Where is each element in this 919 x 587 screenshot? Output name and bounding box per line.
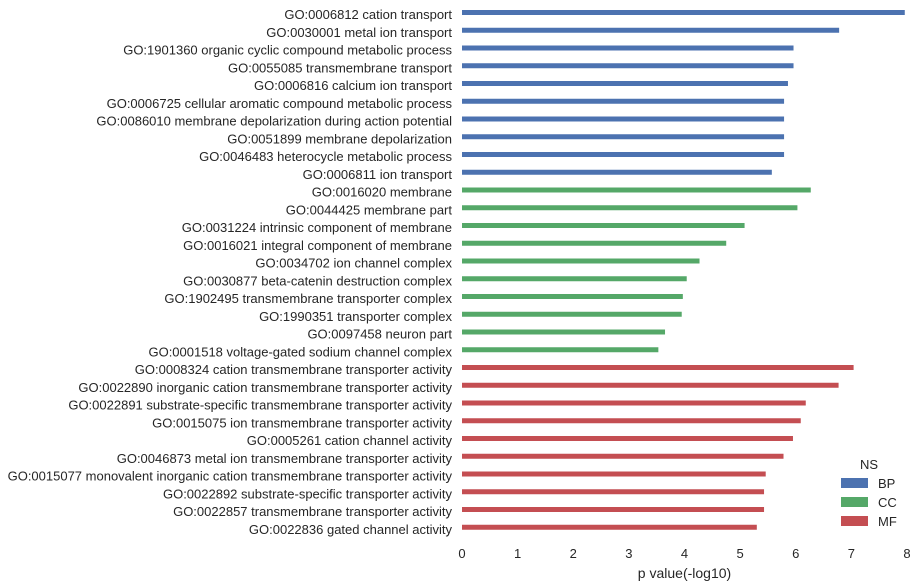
- bar-bp: [462, 63, 794, 69]
- y-tick-label: GO:0006811 ion transport: [303, 167, 453, 182]
- bar-mf: [462, 524, 757, 530]
- bar-bp: [462, 45, 794, 51]
- bar-cc: [462, 311, 682, 317]
- bar-mf: [462, 436, 793, 441]
- y-tick-label: GO:0097458 neuron part: [307, 327, 452, 342]
- bar-mf: [462, 453, 784, 459]
- y-tick-label: GO:0031224 intrinsic component of membra…: [182, 220, 452, 235]
- y-tick-label: GO:0016021 integral component of membran…: [183, 238, 452, 253]
- x-tick-labels: 0 1 2 3 4 5 6 7 8: [458, 546, 910, 561]
- bar-bp: [462, 10, 905, 15]
- y-tick-label: GO:0046873 metal ion transmembrane trans…: [117, 451, 453, 466]
- bar-cc: [462, 187, 811, 193]
- y-tick-label: GO:0015077 monovalent inorganic cation t…: [8, 469, 453, 484]
- bar-bp: [462, 169, 772, 175]
- y-tick-label: GO:0022836 gated channel activity: [249, 522, 453, 537]
- y-tick-label: GO:0016020 membrane: [312, 185, 452, 200]
- y-tick-label: GO:0008324 cation transmembrane transpor…: [135, 362, 453, 377]
- x-axis-label: p value(-log10): [638, 565, 731, 581]
- legend-swatch-mf: [841, 516, 868, 526]
- y-tick-label: GO:0030001 metal ion transport: [266, 25, 452, 40]
- y-tick-label: GO:0022892 substrate-specific transporte…: [163, 486, 453, 501]
- bar-bp: [462, 27, 840, 33]
- y-tick-label: GO:0022891 substrate-specific transmembr…: [68, 398, 452, 413]
- y-tick-label: GO:0005261 cation channel activity: [247, 433, 453, 448]
- y-tick-label: GO:0046483 heterocycle metabolic process: [199, 149, 452, 164]
- bar-mf: [462, 365, 854, 370]
- legend-swatch-bp: [841, 478, 868, 488]
- y-tick-label: GO:1990351 transporter complex: [259, 309, 452, 324]
- y-tick-label: GO:0022857 transmembrane transporter act…: [173, 504, 452, 519]
- x-tick-label: 2: [570, 546, 577, 561]
- y-tick-label: GO:0051899 membrane depolarization: [227, 131, 452, 146]
- bar-cc: [462, 347, 659, 353]
- y-tick-label: GO:0022890 inorganic cation transmembran…: [78, 380, 452, 395]
- bar-group: [462, 10, 905, 530]
- bar-cc: [462, 240, 727, 246]
- bar-bp: [462, 116, 785, 122]
- y-tick-label: GO:0030877 beta-catenin destruction comp…: [183, 273, 452, 288]
- bar-cc: [462, 294, 683, 299]
- x-tick-label: 4: [681, 546, 688, 561]
- x-tick-label: 1: [514, 546, 521, 561]
- legend-label-cc: CC: [878, 495, 897, 510]
- y-tick-label: GO:0006812 cation transport: [284, 7, 452, 22]
- legend-swatch-cc: [841, 497, 868, 507]
- y-tick-label: GO:0006725 cellular aromatic compound me…: [107, 96, 453, 111]
- x-tick-label: 8: [903, 546, 910, 561]
- x-tick-label: 0: [458, 546, 465, 561]
- bar-bp: [462, 98, 785, 104]
- bar-cc: [462, 276, 687, 282]
- y-tick-label: GO:0086010 membrane depolarization durin…: [96, 114, 452, 129]
- bar-mf: [462, 418, 801, 424]
- y-tick-label: GO:1902495 transmembrane transporter com…: [164, 291, 452, 306]
- y-tick-label: GO:0006816 calcium ion transport: [254, 78, 452, 93]
- y-tick-label: GO:1901360 organic cyclic compound metab…: [123, 43, 452, 58]
- bar-bp: [462, 152, 785, 157]
- x-tick-label: 6: [792, 546, 799, 561]
- y-tick-label: GO:0015075 ion transmembrane transporter…: [152, 415, 452, 430]
- y-tick-label: GO:0001518 voltage-gated sodium channel …: [148, 344, 452, 359]
- y-tick-labels: GO:0006812 cation transport GO:0030001 me…: [8, 7, 453, 537]
- x-tick-label: 3: [625, 546, 632, 561]
- bar-mf: [462, 507, 765, 512]
- bar-bp: [462, 134, 785, 140]
- legend-title: NS: [860, 457, 878, 472]
- x-tick-label: 7: [848, 546, 855, 561]
- bar-mf: [462, 471, 766, 477]
- y-tick-label: GO:0044425 membrane part: [286, 202, 453, 217]
- legend-label-bp: BP: [878, 476, 895, 491]
- legend-label-mf: MF: [878, 514, 897, 529]
- x-tick-label: 5: [737, 546, 744, 561]
- bar-cc: [462, 258, 700, 264]
- y-tick-label: GO:0055085 transmembrane transport: [228, 60, 452, 75]
- y-tick-label: GO:0034702 ion channel complex: [255, 256, 452, 271]
- bar-cc: [462, 223, 745, 228]
- bar-mf: [462, 382, 839, 388]
- bar-cc: [462, 205, 798, 211]
- bar-cc: [462, 329, 666, 335]
- bar-mf: [462, 400, 806, 406]
- bar-mf: [462, 489, 765, 495]
- bar-bp: [462, 81, 788, 86]
